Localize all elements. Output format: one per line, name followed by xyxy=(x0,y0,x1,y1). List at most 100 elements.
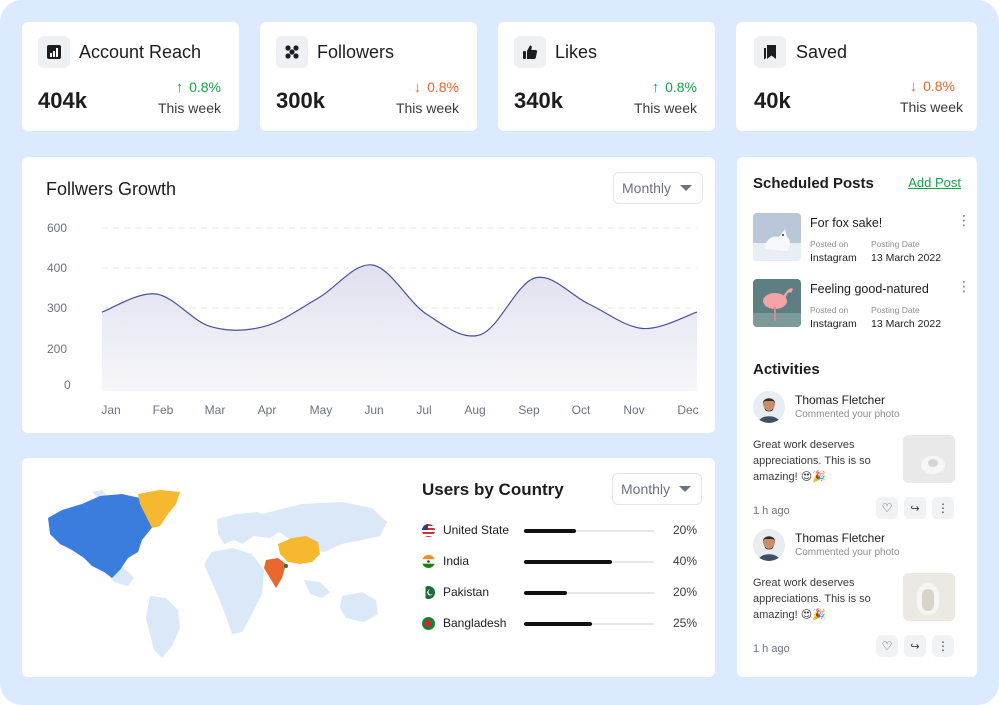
post-thumbnail xyxy=(753,213,801,261)
bookmark-icon xyxy=(754,36,786,68)
bangladesh-flag-icon xyxy=(422,617,435,630)
followers-growth-card: Follwers Growth Monthly 0 200 300 400 600 Ja… xyxy=(22,157,715,433)
activity-user-name[interactable]: Thomas Fletcher xyxy=(795,393,886,407)
share-icon: ↪ xyxy=(910,502,920,515)
stat-value: 300k xyxy=(276,88,325,113)
x-tick-label: Jun xyxy=(364,403,383,417)
more-options-icon[interactable]: ⋮ xyxy=(957,212,971,228)
like-button[interactable]: ♡ xyxy=(876,497,898,519)
stat-period: This week xyxy=(899,99,963,115)
arrow-down-icon: ↓ xyxy=(413,79,422,96)
arrow-up-icon: ↑ xyxy=(175,79,184,96)
stat-change: ↑ 0.8% xyxy=(175,79,221,96)
share-button[interactable]: ↪ xyxy=(904,635,926,657)
country-row-bangladesh: Bangladesh 25% xyxy=(422,615,697,633)
country-bar xyxy=(524,591,567,595)
x-tick-label: Feb xyxy=(153,403,174,417)
stat-value: 40k xyxy=(754,88,791,113)
share-button[interactable]: ↪ xyxy=(904,497,926,519)
activity-time: 1 h ago xyxy=(753,505,790,517)
activity-photo[interactable] xyxy=(903,435,955,483)
posted-on-value: Instagram xyxy=(810,252,857,264)
stat-title: Likes xyxy=(555,42,598,62)
country-percent: 20% xyxy=(672,523,697,537)
x-tick-label: Dec xyxy=(677,403,698,417)
more-options-icon: ⋮ xyxy=(937,639,949,653)
stat-value: 404k xyxy=(38,88,87,113)
activity-photo[interactable] xyxy=(903,573,955,621)
scheduled-post[interactable]: Feeling good-natured Posted on Posting D… xyxy=(753,279,971,330)
add-post-link[interactable]: Add Post xyxy=(908,175,961,190)
country-row-pakistan: Pakistan 20% xyxy=(422,584,697,602)
country-percent: 40% xyxy=(672,554,697,568)
more-options-icon[interactable]: ⋮ xyxy=(957,278,971,294)
heart-icon: ♡ xyxy=(881,501,893,515)
posting-date-label: Posting Date xyxy=(871,239,920,249)
country-bar xyxy=(524,622,592,626)
activity-action: Commented your photo xyxy=(795,547,900,558)
y-tick-label: 600 xyxy=(47,221,67,235)
x-tick-label: Oct xyxy=(572,403,591,417)
stat-change: ↓ 0.8% xyxy=(909,78,955,95)
arrow-down-icon: ↓ xyxy=(909,78,918,95)
growth-chart: 0 200 300 400 600 Jan Feb Mar Apr May Jun Jul Aug Se… xyxy=(47,221,699,417)
country-name: United State xyxy=(443,523,510,537)
area-fill xyxy=(102,264,697,391)
country-title: Users by Country xyxy=(422,480,564,499)
stat-title: Saved xyxy=(796,42,848,62)
posting-date-value: 13 March 2022 xyxy=(871,318,942,330)
posting-date-value: 13 March 2022 xyxy=(871,252,942,264)
growth-period-select[interactable]: Monthly xyxy=(613,172,703,204)
y-tick-label: 0 xyxy=(64,378,71,392)
activities-title: Activities xyxy=(753,361,820,378)
activity-action: Commented your photo xyxy=(795,409,900,420)
x-tick-label: Apr xyxy=(258,403,277,417)
country-period-select[interactable]: Monthly xyxy=(612,473,702,505)
scheduled-post[interactable]: For fox sake! Posted on Posting Date Ins… xyxy=(753,213,971,264)
activity-message: Great work deserves appreciations. This … xyxy=(753,577,871,621)
stat-period: This week xyxy=(633,100,697,116)
thumbs-up-icon xyxy=(514,36,546,68)
activity-user-name[interactable]: Thomas Fletcher xyxy=(795,531,886,545)
stat-card-account-reach[interactable]: Account Reach 404k ↑ 0.8% This week xyxy=(22,22,239,131)
avatar xyxy=(753,391,785,423)
stat-card-likes[interactable]: Likes 340k ↑ 0.8% This week xyxy=(498,22,715,131)
chevron-down-icon xyxy=(679,486,691,492)
country-row-united-state: United State 20% xyxy=(422,522,697,540)
heart-icon: ♡ xyxy=(881,639,893,653)
x-tick-label: Jul xyxy=(416,403,431,417)
post-title: For fox sake! xyxy=(810,216,883,230)
arrow-up-icon: ↑ xyxy=(651,79,660,96)
country-row-india: India 40% xyxy=(422,553,697,571)
more-options-icon: ⋮ xyxy=(937,501,949,515)
like-button[interactable]: ♡ xyxy=(876,635,898,657)
y-tick-label: 200 xyxy=(47,342,67,356)
chevron-down-icon xyxy=(680,185,692,191)
users-by-country-card: Users by Country Monthly United State 20… xyxy=(22,458,715,677)
chart-title: Follwers Growth xyxy=(46,179,177,199)
x-tick-label: Nov xyxy=(623,403,644,417)
y-tick-label: 400 xyxy=(47,261,67,275)
posted-on-label: Posted on xyxy=(810,305,849,315)
avatar xyxy=(753,529,785,561)
more-button[interactable]: ⋮ xyxy=(932,635,954,657)
x-tick-label: May xyxy=(310,403,333,417)
stat-card-followers[interactable]: Followers 300k ↓ 0.8% This week xyxy=(260,22,477,131)
stat-card-saved[interactable]: Saved 40k ↓ 0.8% This week xyxy=(736,22,977,131)
stat-period: This week xyxy=(395,100,459,116)
post-title: Feeling good-natured xyxy=(810,282,929,296)
stat-change: ↓ 0.8% xyxy=(413,79,459,96)
x-tick-label: Jan xyxy=(101,403,120,417)
scheduled-posts-title: Scheduled Posts xyxy=(753,175,874,192)
stat-change: ↑ 0.8% xyxy=(651,79,697,96)
side-panel: Scheduled Posts Add Post For fox sake! P… xyxy=(737,157,977,677)
y-tick-label: 300 xyxy=(47,301,67,315)
post-thumbnail xyxy=(753,279,801,327)
x-tick-label: Mar xyxy=(205,403,226,417)
posted-on-label: Posted on xyxy=(810,239,849,249)
stat-period: This week xyxy=(157,100,221,116)
country-bar xyxy=(524,560,613,564)
more-button[interactable]: ⋮ xyxy=(932,497,954,519)
country-name: Bangladesh xyxy=(443,616,507,630)
